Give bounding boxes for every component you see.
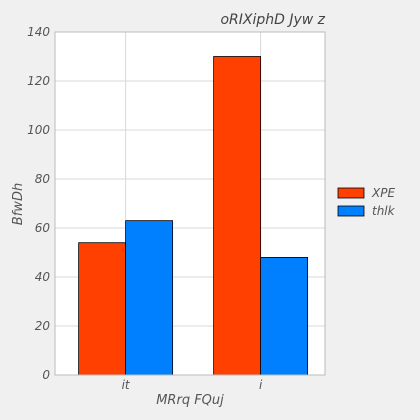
x-tick-label: i (259, 378, 263, 392)
legend-label-XPE: XPE (371, 186, 395, 200)
y-tick-label: 140 (27, 25, 50, 39)
bar-thlk-i (260, 256, 309, 376)
y-tick-label: 40 (35, 270, 51, 284)
y-tick-label: 120 (27, 74, 50, 88)
y-tick-label: 80 (35, 172, 51, 186)
legend: XPE thlk (337, 186, 396, 218)
y-axis-ticks: 0 20 40 60 80 100 120 140 (27, 25, 50, 382)
y-tick-label: 0 (42, 368, 50, 382)
x-axis-title: MRrq FQuj (156, 393, 224, 408)
legend-swatch-XPE (337, 187, 365, 199)
y-tick-label: 60 (35, 221, 51, 235)
x-axis-ticks: it i (122, 378, 263, 392)
bar-XPE-it (78, 242, 127, 376)
x-tick-label: it (122, 378, 131, 392)
chart-title: oRIXiphD Jyw z (220, 12, 325, 28)
bars (78, 56, 309, 376)
bar-thlk-it (125, 220, 174, 376)
legend-label-thlk: thlk (372, 204, 396, 218)
y-tick-label: 100 (27, 123, 50, 137)
plot-frame (54, 31, 326, 376)
legend-swatch-thlk (337, 205, 365, 217)
bar-XPE-i (213, 56, 262, 376)
y-tick-label: 20 (35, 319, 51, 333)
y-axis-title: BfwDh (11, 183, 26, 225)
